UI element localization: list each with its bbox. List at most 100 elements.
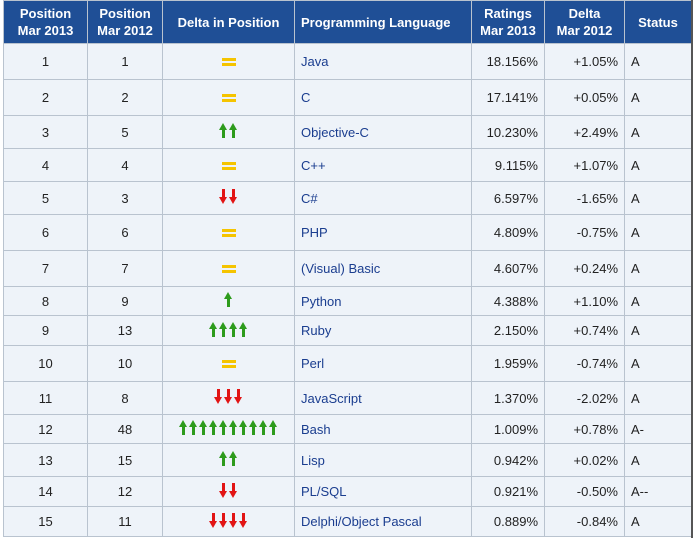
position-2012-cell: 4 — [87, 148, 163, 182]
delta-indicator — [219, 189, 238, 204]
language-link[interactable]: JavaScript — [294, 381, 472, 415]
language-link[interactable]: Python — [294, 286, 472, 316]
table-row: 4 4 C++ 9.115% +1.07% A — [3, 148, 692, 182]
ratings-cell: 0.889% — [471, 506, 545, 537]
delta-indicator — [179, 420, 278, 435]
header-delta-in-position[interactable]: Delta in Position — [162, 0, 295, 44]
position-2012-cell: 3 — [87, 181, 163, 215]
language-link[interactable]: Ruby — [294, 315, 472, 346]
language-link[interactable]: Perl — [294, 345, 472, 382]
position-2013-cell: 1 — [3, 43, 88, 80]
delta-cell: -0.75% — [544, 214, 625, 251]
position-2013-cell: 11 — [3, 381, 88, 415]
language-link[interactable]: C# — [294, 181, 472, 215]
position-2013-cell: 4 — [3, 148, 88, 182]
ratings-cell: 0.942% — [471, 443, 545, 477]
arrow-down-icon — [224, 389, 233, 404]
delta-position-cell — [162, 315, 295, 346]
status-cell: A — [624, 506, 692, 537]
language-link[interactable]: (Visual) Basic — [294, 250, 472, 287]
header-ratings[interactable]: Ratings Mar 2013 — [471, 0, 545, 44]
delta-position-cell — [162, 250, 295, 287]
arrow-down-icon — [214, 389, 223, 404]
delta-cell: +0.74% — [544, 315, 625, 346]
ranking-table-container: Position Mar 2013 Position Mar 2012 Delta … — [3, 0, 692, 537]
delta-indicator — [221, 161, 236, 170]
language-link[interactable]: PL/SQL — [294, 476, 472, 507]
delta-position-cell — [162, 345, 295, 382]
delta-cell: -1.65% — [544, 181, 625, 215]
position-2012-cell: 12 — [87, 476, 163, 507]
delta-position-cell — [162, 214, 295, 251]
delta-indicator — [224, 292, 233, 307]
arrow-up-icon — [239, 321, 248, 337]
delta-indicator — [214, 389, 243, 404]
delta-cell: +2.49% — [544, 115, 625, 149]
delta-position-cell — [162, 148, 295, 182]
delta-cell: -0.50% — [544, 476, 625, 507]
arrow-up-icon — [239, 420, 248, 435]
table-row: 2 2 C 17.141% +0.05% A — [3, 79, 692, 116]
ratings-cell: 17.141% — [471, 79, 545, 116]
delta-indicator — [221, 94, 236, 102]
language-link[interactable]: Lisp — [294, 443, 472, 477]
header-status[interactable]: Status — [624, 0, 692, 44]
position-2012-cell: 1 — [87, 43, 163, 80]
delta-cell: +0.05% — [544, 79, 625, 116]
ratings-cell: 18.156% — [471, 43, 545, 80]
header-programming-language[interactable]: Programming Language — [294, 0, 472, 44]
delta-position-cell — [162, 506, 295, 537]
delta-cell: +0.78% — [544, 414, 625, 444]
equal-icon — [221, 161, 236, 170]
arrow-up-icon — [229, 321, 238, 337]
equal-icon — [221, 229, 236, 237]
delta-cell: +1.07% — [544, 148, 625, 182]
position-2012-cell: 9 — [87, 286, 163, 316]
arrow-up-icon — [269, 420, 278, 435]
delta-cell: +1.10% — [544, 286, 625, 316]
header-position-2013[interactable]: Position Mar 2013 — [3, 0, 88, 44]
language-link[interactable]: Objective-C — [294, 115, 472, 149]
table-body: 1 1 Java 18.156% +1.05% A 2 2 C 17.141% +0.05% A 3 5 O… — [3, 43, 692, 537]
table-row: 12 48 Bash 1.009% +0.78% A- — [3, 414, 692, 444]
position-2013-cell: 15 — [3, 506, 88, 537]
status-cell: A — [624, 181, 692, 215]
arrow-down-icon — [209, 512, 218, 528]
position-2012-cell: 13 — [87, 315, 163, 346]
arrow-up-icon — [189, 420, 198, 435]
ratings-cell: 2.150% — [471, 315, 545, 346]
header-delta[interactable]: Delta Mar 2012 — [544, 0, 625, 44]
language-link[interactable]: Delphi/Object Pascal — [294, 506, 472, 537]
ratings-cell: 4.607% — [471, 250, 545, 287]
position-2012-cell: 8 — [87, 381, 163, 415]
language-link[interactable]: Java — [294, 43, 472, 80]
position-2013-cell: 2 — [3, 79, 88, 116]
delta-position-cell — [162, 476, 295, 507]
language-link[interactable]: PHP — [294, 214, 472, 251]
header-position-2012[interactable]: Position Mar 2012 — [87, 0, 163, 44]
ratings-cell: 1.959% — [471, 345, 545, 382]
arrow-up-icon — [209, 321, 218, 337]
arrow-up-icon — [199, 420, 208, 435]
ratings-cell: 4.388% — [471, 286, 545, 316]
language-link[interactable]: Bash — [294, 414, 472, 444]
arrow-down-icon — [219, 482, 228, 498]
delta-cell: -0.74% — [544, 345, 625, 382]
position-2013-cell: 5 — [3, 181, 88, 215]
arrow-up-icon — [219, 451, 228, 466]
arrow-up-icon — [219, 123, 228, 138]
position-2013-cell: 13 — [3, 443, 88, 477]
arrow-down-icon — [239, 512, 248, 528]
language-link[interactable]: C — [294, 79, 472, 116]
ratings-cell: 9.115% — [471, 148, 545, 182]
table-row: 8 9 Python 4.388% +1.10% A — [3, 286, 692, 316]
position-2013-cell: 6 — [3, 214, 88, 251]
position-2013-cell: 10 — [3, 345, 88, 382]
arrow-up-icon — [179, 420, 188, 435]
table-row: 9 13 Ruby 2.150% +0.74% A — [3, 315, 692, 346]
ratings-cell: 10.230% — [471, 115, 545, 149]
ratings-cell: 4.809% — [471, 214, 545, 251]
language-link[interactable]: C++ — [294, 148, 472, 182]
status-cell: A — [624, 115, 692, 149]
arrow-up-icon — [229, 451, 238, 466]
